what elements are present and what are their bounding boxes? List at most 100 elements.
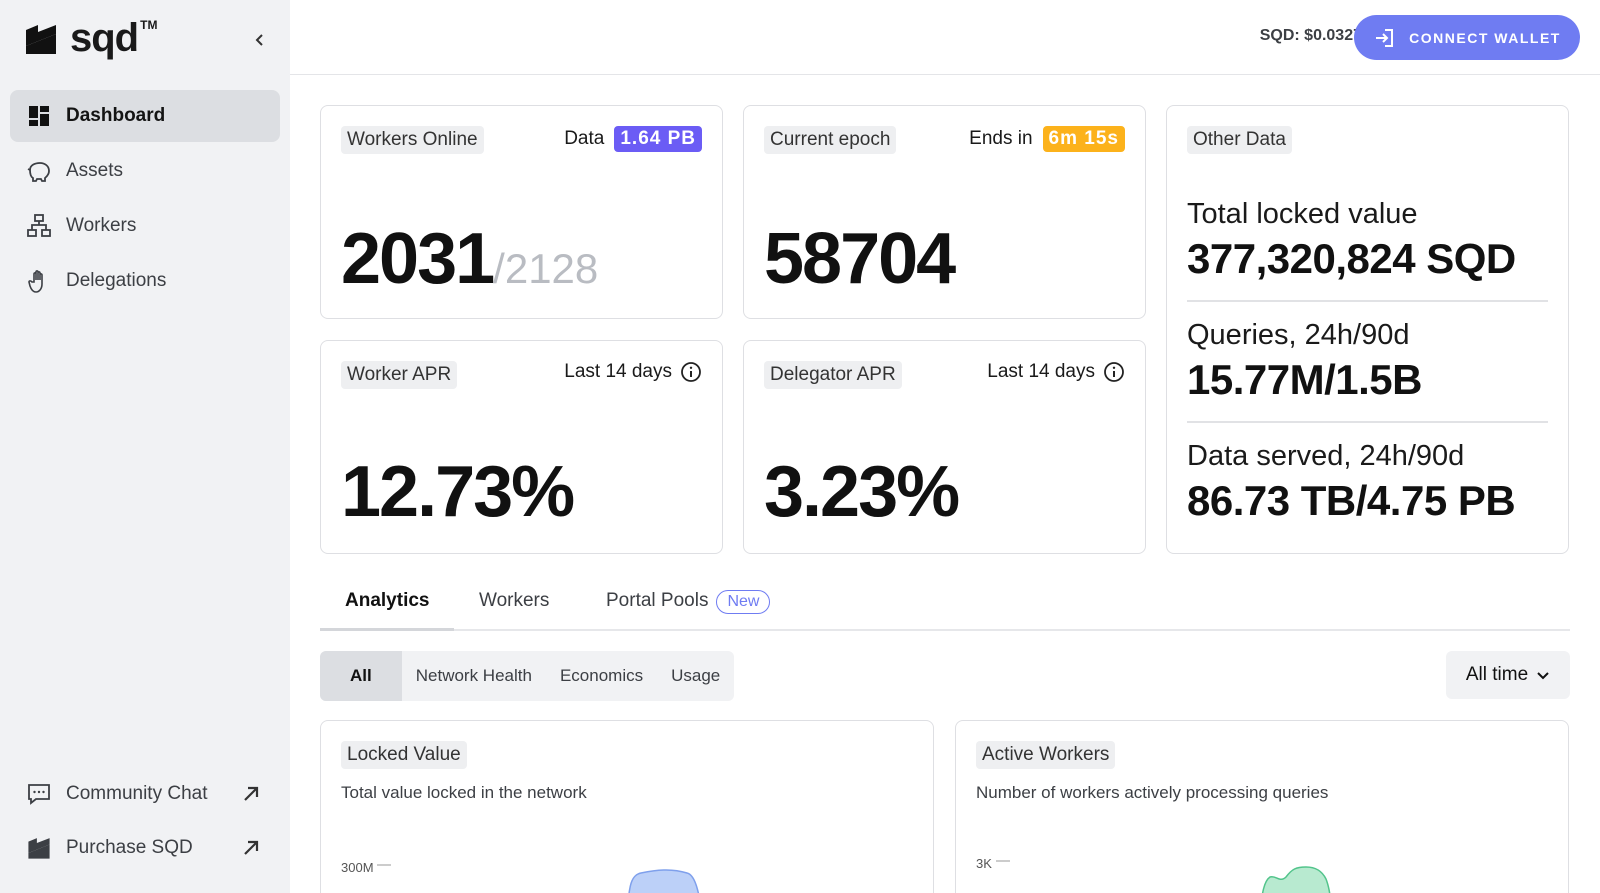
info-icon[interactable]: [1103, 361, 1125, 383]
purchase-sqd-label: Purchase SQD: [66, 837, 193, 858]
worker-apr-period: Last 14 days: [564, 361, 702, 383]
login-icon: [1376, 28, 1394, 47]
community-chat-label: Community Chat: [66, 783, 208, 804]
purchase-sqd-link[interactable]: Purchase SQD: [10, 821, 280, 875]
content-tabs: Analytics Workers Portal Pools New: [320, 576, 1570, 631]
time-range-value: All time: [1465, 664, 1529, 685]
row-value: 15.77M/1.5B: [1187, 356, 1422, 403]
sidebar-item-dashboard[interactable]: Dashboard: [10, 90, 280, 142]
workers-total-count: /2128: [493, 245, 599, 292]
filter-network-health[interactable]: Network Health: [415, 666, 532, 685]
hand-icon: [26, 268, 52, 294]
data-size: Data 1.64 PB: [564, 126, 702, 152]
filter-all[interactable]: All: [320, 651, 402, 701]
ends-in-badge: 6m 15s: [1042, 126, 1125, 152]
sidebar-item-label: Workers: [66, 215, 137, 236]
row-label: Data served, 24h/90d: [1187, 440, 1465, 472]
external-link-icon: [244, 786, 259, 801]
workers-online-card: Workers Online Data 1.64 PB 2031/2128: [320, 105, 723, 319]
period-label: Last 14 days: [564, 361, 672, 382]
active-workers-chart: Active Workers Number of workers activel…: [955, 720, 1569, 893]
collapse-sidebar-button[interactable]: [248, 28, 272, 52]
current-epoch-value: 58704: [764, 219, 956, 299]
total-locked-value-row: Total locked value 377,320,824 SQD: [1187, 198, 1548, 283]
info-icon[interactable]: [680, 361, 702, 383]
current-epoch-card: Current epoch Ends in 6m 15s 58704: [743, 105, 1146, 319]
brand-logo[interactable]: sqd TM: [24, 16, 157, 60]
brand-trademark: TM: [140, 18, 158, 32]
dashboard-icon: [26, 103, 52, 129]
tab-workers[interactable]: Workers: [479, 590, 550, 611]
category-filter: All Network Health Economics Usage: [320, 651, 735, 701]
period-label: Last 14 days: [987, 361, 1095, 382]
chevron-down-icon: [1537, 672, 1549, 680]
workers-online-value: 2031/2128: [341, 218, 598, 300]
external-link-icon: [244, 840, 259, 855]
sqd-logo-icon: [26, 25, 56, 54]
y-tick-label: 300M: [341, 860, 374, 875]
tab-analytics[interactable]: Analytics: [345, 590, 430, 611]
row-label: Total locked value: [1187, 198, 1418, 230]
chart-area: [1261, 866, 1331, 893]
tab-label: Portal Pools: [606, 590, 709, 611]
brand-name: sqd: [70, 16, 139, 60]
other-data-card: Other Data Total locked value 377,320,82…: [1166, 105, 1569, 554]
row-value: 86.73 TB/4.75 PB: [1187, 477, 1516, 524]
chart-description: Total value locked in the network: [341, 783, 587, 802]
chart-title: Active Workers: [976, 741, 1116, 769]
worker-apr-value: 12.73%: [341, 452, 575, 532]
chart-area: [628, 869, 700, 893]
card-label: Current epoch: [764, 126, 897, 154]
data-served-row: Data served, 24h/90d 86.73 TB/4.75 PB: [1187, 440, 1548, 525]
data-size-label: Data: [564, 128, 605, 149]
sidebar-item-label: Dashboard: [66, 105, 166, 126]
active-tab-indicator: [320, 628, 454, 631]
card-label: Delegator APR: [764, 361, 902, 389]
sidebar-nav: Dashboard Assets Workers Delegations: [10, 90, 280, 310]
card-label: Workers Online: [341, 126, 484, 154]
divider: [1187, 300, 1548, 302]
sqd-logo-icon: [26, 835, 52, 861]
row-label: Queries, 24h/90d: [1187, 319, 1410, 351]
chart-title: Locked Value: [341, 741, 467, 769]
filter-usage[interactable]: Usage: [671, 666, 721, 685]
card-label: Worker APR: [341, 361, 458, 389]
chart-description: Number of workers actively processing qu…: [976, 783, 1329, 802]
connect-wallet-button[interactable]: CONNECT WALLET: [1354, 15, 1580, 60]
worker-apr-card: Worker APR Last 14 days 12.73%: [320, 340, 723, 554]
delegator-apr-card: Delegator APR Last 14 days 3.23%: [743, 340, 1146, 554]
y-tick-mark: [377, 864, 391, 866]
sidebar-item-label: Delegations: [66, 270, 167, 291]
divider: [1187, 421, 1548, 423]
epoch-ends-in: Ends in 6m 15s: [969, 126, 1125, 152]
filter-economics[interactable]: Economics: [559, 666, 644, 685]
y-tick-label: 3K: [976, 856, 992, 871]
connect-wallet-label: CONNECT WALLET: [1409, 29, 1561, 46]
locked-value-chart: Locked Value Total value locked in the n…: [320, 720, 934, 893]
card-label: Other Data: [1187, 126, 1292, 154]
chat-icon: [26, 781, 52, 807]
top-header: SQD: $0.0327 CONNECT WALLET: [290, 0, 1600, 75]
queries-row: Queries, 24h/90d 15.77M/1.5B: [1187, 319, 1548, 404]
tab-portal-pools[interactable]: Portal Pools New: [606, 590, 771, 614]
sidebar-bottom-links: Community Chat Purchase SQD: [10, 767, 280, 875]
delegator-apr-value: 3.23%: [764, 452, 960, 532]
new-badge: New: [716, 590, 771, 614]
row-value: 377,320,824 SQD: [1187, 235, 1516, 282]
network-icon: [26, 213, 52, 239]
sidebar-item-label: Assets: [66, 160, 124, 181]
sidebar: sqd TM Dashboard Assets Workers: [0, 0, 290, 893]
sqd-price: SQD: $0.0327: [1259, 27, 1362, 44]
workers-online-count: 2031: [341, 219, 495, 299]
data-size-badge: 1.64 PB: [614, 126, 702, 152]
chevron-left-icon: [255, 34, 263, 46]
ends-in-label: Ends in: [969, 128, 1033, 149]
piggy-bank-icon: [26, 158, 52, 184]
delegator-apr-period: Last 14 days: [987, 361, 1125, 383]
sidebar-item-assets[interactable]: Assets: [10, 145, 280, 197]
time-range-select[interactable]: All time: [1446, 651, 1570, 699]
sidebar-item-workers[interactable]: Workers: [10, 200, 280, 252]
community-chat-link[interactable]: Community Chat: [10, 767, 280, 821]
sidebar-item-delegations[interactable]: Delegations: [10, 255, 280, 307]
y-tick-mark: [996, 860, 1010, 862]
